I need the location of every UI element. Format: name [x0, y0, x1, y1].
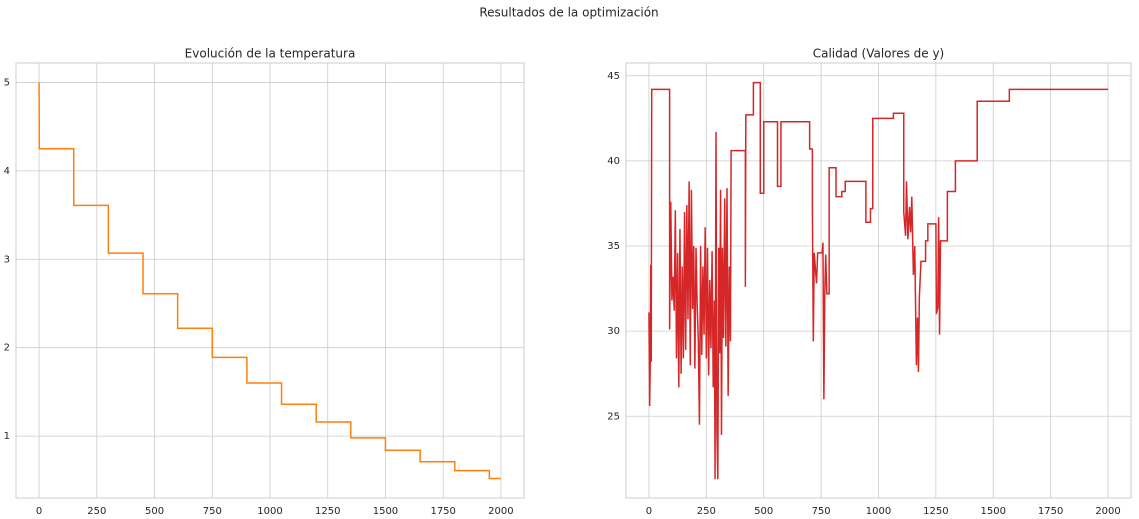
y-tick-label: 35 [607, 241, 620, 252]
x-tick-label: 1250 [923, 506, 948, 517]
y-tick-label: 40 [607, 156, 620, 167]
x-tick-label: 1000 [866, 506, 891, 517]
x-tick-label: 0 [36, 506, 42, 517]
x-tick-label: 0 [646, 506, 652, 517]
y-tick-label: 2 [4, 343, 10, 354]
y-tick-label: 45 [607, 71, 620, 82]
x-tick-label: 1500 [981, 506, 1006, 517]
x-tick-label: 500 [754, 506, 773, 517]
x-tick-label: 1500 [373, 506, 398, 517]
x-tick-label: 250 [87, 506, 106, 517]
x-tick-label: 1000 [257, 506, 282, 517]
y-tick-label: 4 [4, 166, 10, 177]
plot-frame [15, 62, 525, 499]
x-tick-label: 1750 [430, 506, 455, 517]
plot-frame [625, 62, 1132, 499]
x-tick-label: 2000 [1095, 506, 1120, 517]
data-line [38, 82, 501, 480]
x-tick-label: 1250 [315, 506, 340, 517]
panel-title: Evolución de la temperatura [185, 47, 356, 61]
y-tick-label: 25 [607, 411, 620, 422]
y-tick-label: 30 [607, 326, 620, 337]
y-tick-label: 5 [4, 77, 10, 88]
x-tick-label: 750 [812, 506, 831, 517]
panel-title: Calidad (Valores de y) [813, 47, 945, 61]
x-tick-label: 500 [145, 506, 164, 517]
x-tick-label: 1750 [1038, 506, 1063, 517]
x-tick-label: 750 [203, 506, 222, 517]
data-line [648, 81, 1109, 480]
figure-title: Resultados de la optimización [479, 6, 658, 20]
y-tick-label: 1 [4, 431, 10, 442]
x-tick-label: 2000 [488, 506, 513, 517]
x-tick-label: 250 [697, 506, 716, 517]
y-tick-label: 3 [4, 254, 10, 265]
